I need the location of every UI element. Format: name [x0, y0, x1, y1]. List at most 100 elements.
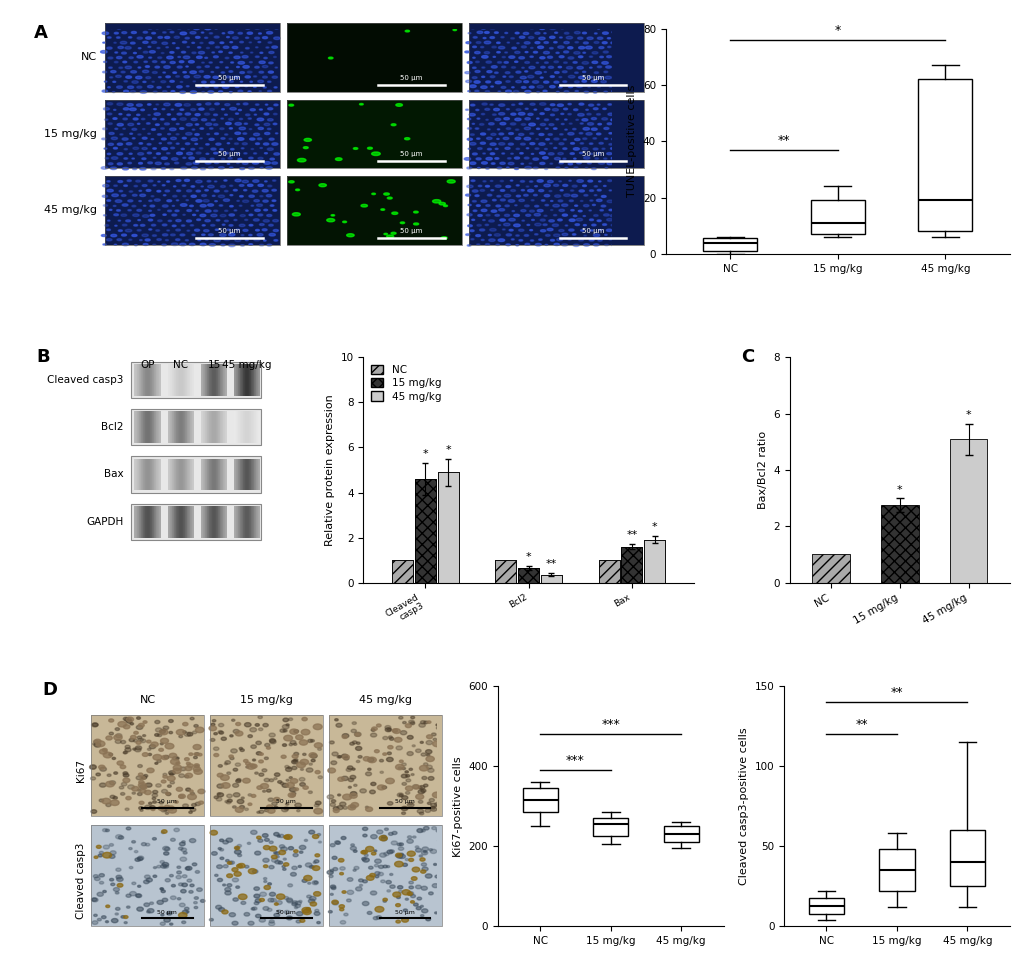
Text: GAPDH: GAPDH [86, 517, 123, 527]
Circle shape [176, 152, 182, 155]
Circle shape [308, 899, 315, 903]
Circle shape [102, 916, 106, 919]
Circle shape [495, 205, 500, 207]
Circle shape [248, 734, 252, 737]
Circle shape [123, 725, 129, 729]
Circle shape [180, 32, 186, 34]
Circle shape [502, 138, 508, 139]
Circle shape [273, 56, 276, 57]
Circle shape [426, 918, 430, 921]
Circle shape [511, 153, 513, 154]
Circle shape [540, 77, 542, 78]
Circle shape [474, 52, 480, 53]
Circle shape [178, 774, 184, 777]
Circle shape [636, 103, 641, 105]
Circle shape [635, 37, 639, 38]
Circle shape [115, 907, 120, 910]
Circle shape [148, 180, 153, 182]
Bar [415, 479, 435, 583]
Circle shape [98, 854, 102, 857]
Circle shape [176, 26, 182, 29]
Circle shape [534, 234, 537, 235]
Circle shape [286, 898, 292, 902]
Circle shape [370, 891, 376, 895]
Circle shape [258, 32, 261, 34]
Circle shape [236, 162, 238, 163]
Circle shape [502, 229, 504, 230]
Circle shape [234, 239, 240, 242]
Circle shape [432, 200, 440, 203]
Circle shape [189, 157, 195, 159]
Circle shape [107, 200, 110, 202]
Circle shape [131, 787, 139, 791]
Circle shape [379, 853, 386, 858]
Circle shape [107, 37, 111, 38]
Circle shape [263, 724, 268, 727]
Circle shape [199, 71, 204, 73]
Circle shape [161, 790, 167, 794]
Circle shape [164, 847, 170, 851]
Circle shape [629, 91, 635, 94]
Bar [469, 23, 643, 92]
PathPatch shape [522, 788, 557, 813]
Circle shape [220, 61, 222, 63]
Circle shape [529, 142, 534, 144]
Circle shape [584, 92, 588, 93]
Circle shape [582, 72, 585, 73]
Circle shape [350, 794, 357, 798]
Circle shape [162, 807, 168, 811]
Circle shape [309, 897, 316, 901]
Circle shape [111, 157, 118, 159]
Circle shape [179, 244, 185, 245]
Circle shape [234, 132, 240, 135]
Circle shape [302, 907, 310, 913]
Circle shape [410, 722, 415, 725]
Circle shape [625, 133, 630, 135]
Circle shape [108, 57, 113, 59]
Circle shape [514, 168, 518, 169]
Circle shape [246, 240, 248, 241]
Circle shape [118, 836, 123, 839]
Circle shape [236, 778, 240, 781]
Circle shape [406, 775, 410, 777]
Circle shape [529, 163, 531, 164]
Circle shape [175, 220, 181, 222]
Circle shape [429, 798, 434, 802]
Circle shape [283, 807, 288, 810]
Bar [328, 715, 441, 816]
Circle shape [409, 768, 412, 771]
Circle shape [612, 196, 616, 197]
Circle shape [582, 61, 588, 64]
Circle shape [259, 72, 263, 74]
Circle shape [500, 36, 503, 38]
Circle shape [469, 142, 476, 145]
Circle shape [593, 215, 597, 217]
Circle shape [602, 51, 607, 53]
Circle shape [180, 848, 186, 852]
Circle shape [540, 66, 544, 68]
Circle shape [217, 879, 222, 881]
Circle shape [246, 114, 250, 116]
Circle shape [299, 851, 303, 854]
Circle shape [576, 219, 582, 221]
Circle shape [637, 76, 642, 78]
Circle shape [205, 66, 209, 68]
Circle shape [540, 229, 545, 232]
Circle shape [360, 789, 366, 793]
Circle shape [409, 859, 414, 861]
Circle shape [208, 203, 213, 206]
Circle shape [401, 796, 408, 799]
Circle shape [228, 755, 233, 758]
Circle shape [213, 55, 218, 58]
Circle shape [131, 32, 137, 33]
Circle shape [120, 793, 124, 796]
Circle shape [140, 785, 146, 789]
Circle shape [251, 745, 256, 749]
Circle shape [498, 142, 504, 145]
Circle shape [147, 123, 150, 124]
Circle shape [137, 115, 140, 116]
Circle shape [221, 737, 226, 740]
Circle shape [582, 32, 586, 33]
Circle shape [150, 806, 155, 809]
Circle shape [109, 209, 112, 210]
